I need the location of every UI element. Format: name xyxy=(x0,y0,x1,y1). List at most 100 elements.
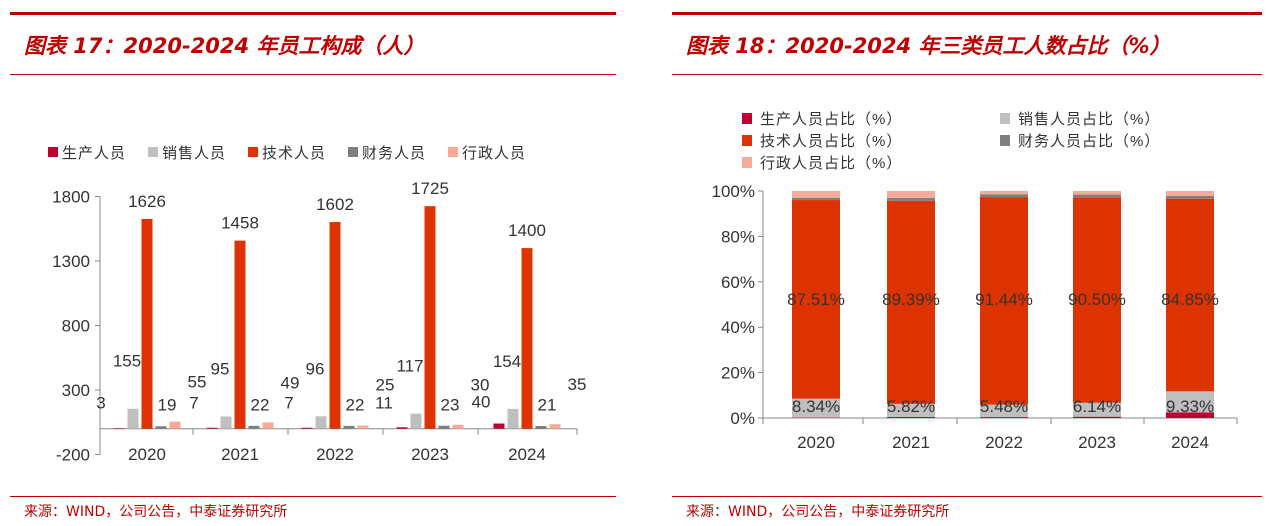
stacked-segment-销售人员占比（%） xyxy=(1073,402,1121,417)
source-rule xyxy=(10,496,616,497)
data-label: 5.48% xyxy=(980,397,1028,416)
data-label: 8.34% xyxy=(792,397,840,416)
y-tick-label: 300 xyxy=(62,381,90,400)
stacked-segment-销售人员占比（%） xyxy=(980,404,1028,418)
right-panel: 图表 18：2020-2024 年三类员工人数占比（%） 来源：WIND，公司公… xyxy=(672,0,1262,526)
bar-行政人员 xyxy=(262,422,274,429)
x-tick-label: 2023 xyxy=(411,445,449,464)
data-label: 40 xyxy=(472,393,491,412)
y-tick-label: 0% xyxy=(730,409,755,428)
legend-swatch xyxy=(742,113,752,124)
x-tick-label: 2022 xyxy=(316,445,354,464)
stacked-segment-行政人员占比（%） xyxy=(792,191,840,198)
data-label: 23 xyxy=(441,396,460,415)
data-label: 30 xyxy=(471,376,490,395)
bar-技术人员 xyxy=(521,248,533,429)
bar-行政人员 xyxy=(549,424,561,429)
stacked-segment-生产人员占比（%） xyxy=(1073,416,1121,418)
legend-swatch xyxy=(248,147,258,157)
stacked-segment-财务人员占比（%） xyxy=(980,194,1028,198)
bar-技术人员 xyxy=(424,206,436,429)
x-tick-label: 2021 xyxy=(221,445,259,464)
y-tick-label: 100% xyxy=(712,182,755,201)
stacked-segment-财务人员占比（%） xyxy=(1166,195,1214,199)
chart-title: 图表 18：2020-2024 年三类员工人数占比（%） xyxy=(686,34,1171,58)
legend-label: 销售人员占比（%） xyxy=(1018,111,1160,128)
x-tick-label: 2024 xyxy=(508,445,546,464)
bar-行政人员 xyxy=(452,424,464,429)
stacked-segment-技术人员占比（%） xyxy=(792,200,840,399)
legend-swatch xyxy=(1000,135,1010,146)
source-note: 来源：WIND，公司公告，中泰证券研究所 xyxy=(24,504,288,520)
data-label: 22 xyxy=(251,396,270,415)
y-tick-label: 1800 xyxy=(52,188,90,207)
data-label: 9.33% xyxy=(1166,397,1214,416)
stacked-segment-生产人员占比（%） xyxy=(980,417,1028,418)
y-tick-label: -200 xyxy=(56,446,90,465)
stacked-segment-销售人员占比（%） xyxy=(792,398,840,418)
title-underline xyxy=(10,74,616,75)
legend-swatch xyxy=(742,157,752,168)
stacked-segment-销售人员占比（%） xyxy=(887,403,935,418)
data-label: 1626 xyxy=(128,192,166,211)
data-label: 84.85% xyxy=(1161,290,1219,309)
data-label: 1725 xyxy=(411,179,449,198)
legend-swatch xyxy=(48,147,58,157)
bar-销售人员 xyxy=(127,408,139,429)
legend-label: 行政人员 xyxy=(462,145,526,162)
bar-生产人员 xyxy=(396,427,408,429)
legend-label: 销售人员 xyxy=(162,145,226,162)
data-label: 6.14% xyxy=(1073,397,1121,416)
x-tick-label: 2023 xyxy=(1078,433,1116,452)
stacked-segment-行政人员占比（%） xyxy=(887,191,935,198)
bar-财务人员 xyxy=(343,425,355,429)
stacked-segment-生产人员占比（%） xyxy=(887,417,935,418)
y-tick-label: 20% xyxy=(721,364,755,383)
legend-label: 生产人员 xyxy=(62,145,126,162)
bar-技术人员 xyxy=(234,240,246,429)
stacked-segment-生产人员占比（%） xyxy=(1166,412,1214,418)
y-tick-label: 80% xyxy=(721,227,755,246)
stacked-segment-财务人员占比（%） xyxy=(1073,194,1121,198)
data-label: 1458 xyxy=(221,214,259,233)
stacked-segment-行政人员占比（%） xyxy=(1073,191,1121,195)
legend-label: 生产人员占比（%） xyxy=(760,111,902,128)
source-rule xyxy=(672,496,1262,497)
bar-生产人员 xyxy=(206,427,218,429)
bar-生产人员 xyxy=(113,428,125,429)
chart-title: 图表 17：2020-2024 年员工构成（人） xyxy=(24,34,425,58)
bar-销售人员 xyxy=(507,408,519,429)
legend-swatch xyxy=(148,147,158,157)
title-rule xyxy=(10,12,616,15)
legend-swatch xyxy=(742,135,752,146)
bar-销售人员 xyxy=(315,416,327,429)
data-label: 154 xyxy=(493,352,521,371)
data-label: 19 xyxy=(158,396,177,415)
bar-销售人员 xyxy=(220,416,232,429)
legend-label: 行政人员占比（%） xyxy=(760,155,902,172)
data-label: 96 xyxy=(306,359,325,378)
legend-label: 技术人员占比（%） xyxy=(760,133,902,150)
data-label: 55 xyxy=(188,373,207,392)
data-label: 11 xyxy=(375,394,393,413)
data-label: 95 xyxy=(211,359,230,378)
legend-swatch xyxy=(1000,113,1010,124)
bar-财务人员 xyxy=(438,425,450,429)
stacked-segment-财务人员占比（%） xyxy=(887,197,935,201)
stacked-segment-技术人员占比（%） xyxy=(1073,197,1121,403)
data-label: 117 xyxy=(396,357,423,376)
data-label: 91.44% xyxy=(975,290,1033,309)
bar-财务人员 xyxy=(248,425,260,429)
data-label: 3 xyxy=(96,394,105,413)
data-label: 1400 xyxy=(508,221,546,240)
data-label: 25 xyxy=(376,376,395,395)
bar-技术人员 xyxy=(329,222,341,429)
source-note: 来源：WIND，公司公告，中泰证券研究所 xyxy=(686,504,950,520)
legend-swatch xyxy=(448,147,458,157)
data-label: 35 xyxy=(568,375,587,394)
y-tick-label: 40% xyxy=(721,318,755,337)
legend-label: 财务人员占比（%） xyxy=(1018,133,1160,150)
bar-技术人员 xyxy=(141,218,153,429)
stacked-segment-行政人员占比（%） xyxy=(1166,191,1214,196)
